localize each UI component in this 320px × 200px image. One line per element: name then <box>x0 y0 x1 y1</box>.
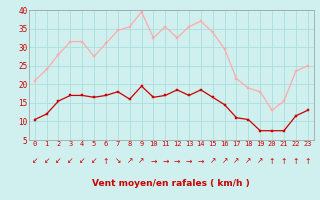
Text: ↘: ↘ <box>115 156 121 166</box>
Text: ↑: ↑ <box>103 156 109 166</box>
Text: Vent moyen/en rafales ( km/h ): Vent moyen/en rafales ( km/h ) <box>92 178 250 188</box>
Text: ↗: ↗ <box>257 156 263 166</box>
Text: ↙: ↙ <box>32 156 38 166</box>
Text: ↙: ↙ <box>91 156 97 166</box>
Text: ↙: ↙ <box>79 156 85 166</box>
Text: ↗: ↗ <box>221 156 228 166</box>
Text: ↑: ↑ <box>269 156 275 166</box>
Text: ↗: ↗ <box>210 156 216 166</box>
Text: →: → <box>174 156 180 166</box>
Text: ↗: ↗ <box>233 156 240 166</box>
Text: →: → <box>198 156 204 166</box>
Text: ↗: ↗ <box>126 156 133 166</box>
Text: ↑: ↑ <box>281 156 287 166</box>
Text: ↑: ↑ <box>304 156 311 166</box>
Text: ↗: ↗ <box>245 156 252 166</box>
Text: ↙: ↙ <box>44 156 50 166</box>
Text: ↑: ↑ <box>292 156 299 166</box>
Text: ↙: ↙ <box>55 156 62 166</box>
Text: →: → <box>162 156 168 166</box>
Text: →: → <box>186 156 192 166</box>
Text: →: → <box>150 156 156 166</box>
Text: ↗: ↗ <box>138 156 145 166</box>
Text: ↙: ↙ <box>67 156 74 166</box>
